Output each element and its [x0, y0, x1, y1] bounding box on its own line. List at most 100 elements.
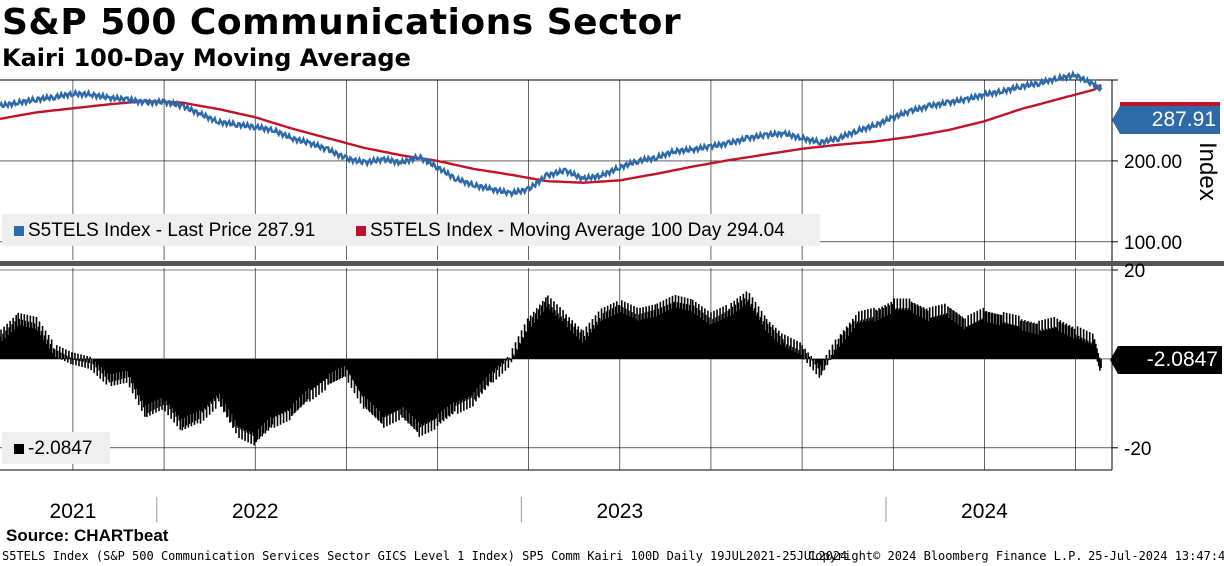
- kairi-bar: [316, 358, 318, 386]
- kairi-bar: [170, 358, 172, 419]
- kairi-bar: [1083, 339, 1086, 359]
- kairi-bar: [939, 315, 941, 359]
- kairi-bar: [210, 358, 213, 404]
- kairi-bar: [489, 358, 491, 382]
- kairi-bar: [397, 358, 399, 410]
- kairi-bar: [561, 321, 563, 359]
- kairi-bar: [946, 313, 948, 359]
- kairi-bar: [709, 324, 711, 359]
- kairi-bar: [816, 358, 819, 364]
- kairi-bar: [634, 313, 636, 359]
- kairi-bar: [33, 323, 36, 359]
- kairi-bar: [159, 358, 161, 407]
- kairi-bar: [919, 305, 922, 359]
- kairi-bar: [450, 358, 453, 414]
- top-y-tick-label: 100.00: [1124, 233, 1182, 254]
- kairi-bar: [395, 358, 397, 422]
- kairi-bar: [916, 304, 919, 359]
- kairi-bar: [229, 358, 231, 423]
- kairi-bar: [133, 358, 136, 390]
- kairi-bar: [825, 354, 828, 359]
- kairi-bar: [320, 358, 322, 384]
- kairi-bar: [1096, 348, 1098, 359]
- kairi-bar: [872, 316, 874, 359]
- kairi-bar: [703, 320, 705, 359]
- kairi-bar: [933, 316, 936, 359]
- kairi-bar: [129, 358, 132, 378]
- kairi-bar: [59, 352, 62, 359]
- kairi-bar: [43, 335, 46, 359]
- kairi-bar: [523, 324, 526, 359]
- kairi-bar: [392, 358, 394, 424]
- kairi-bar: [943, 313, 945, 359]
- kairi-bar: [152, 358, 154, 415]
- kairi-bar: [499, 358, 502, 367]
- kairi-bar: [56, 350, 59, 359]
- kairi-bar: [679, 302, 682, 359]
- kairi-bar: [789, 345, 791, 359]
- kairi-bar: [798, 349, 800, 359]
- kairi-bar: [117, 358, 120, 380]
- kairi-bar: [719, 307, 721, 359]
- kairi-bar: [127, 358, 130, 378]
- kairi-bar: [589, 328, 592, 359]
- kairi-bar: [408, 358, 410, 414]
- kairi-bar: [779, 336, 781, 359]
- kairi-bar: [223, 358, 225, 413]
- kairi-bar: [76, 358, 78, 361]
- kairi-bar: [428, 358, 431, 423]
- kairi-bar: [72, 358, 74, 365]
- kairi-bar: [398, 358, 400, 421]
- kairi-bar: [1056, 318, 1059, 359]
- kairi-bar: [411, 358, 413, 416]
- kairi-bar: [742, 293, 745, 359]
- kairi-bar: [944, 303, 946, 359]
- kairi-bar: [867, 309, 869, 359]
- kairi-bar: [1017, 326, 1019, 359]
- kairi-bar: [247, 358, 249, 443]
- kairi-bar: [94, 358, 96, 362]
- kairi-bar: [690, 311, 693, 359]
- kairi-bar: [577, 326, 580, 359]
- kairi-bar: [649, 317, 651, 359]
- kairi-bar: [549, 309, 551, 359]
- kairi-bar: [57, 358, 60, 359]
- kairi-bar: [616, 313, 619, 359]
- kairi-bar: [898, 308, 901, 359]
- kairi-bar: [755, 315, 758, 359]
- kairi-bar: [96, 358, 99, 376]
- kairi-bar: [809, 358, 812, 367]
- kairi-bar: [937, 315, 939, 359]
- kairi-bar: [193, 358, 196, 425]
- kairi-bar: [604, 318, 607, 359]
- footer-timestamp: 25-Jul-2024 13:47:42: [1088, 549, 1224, 563]
- kairi-bar: [496, 358, 499, 370]
- kairi-bar: [491, 358, 493, 372]
- kairi-bar: [673, 301, 676, 359]
- kairi-bar: [551, 307, 553, 359]
- top-y-tick-label: 200.00: [1124, 152, 1182, 173]
- kairi-bar: [497, 358, 500, 366]
- kairi-bar: [931, 306, 934, 359]
- kairi-bar: [8, 327, 10, 359]
- kairi-bar: [664, 311, 667, 359]
- kairi-bar: [630, 304, 632, 359]
- kairi-bar: [971, 323, 974, 359]
- kairi-bar: [64, 358, 66, 362]
- kairi-bar: [1020, 320, 1022, 359]
- kairi-bar: [399, 358, 401, 410]
- kairi-bar: [1, 340, 3, 359]
- kairi-bar: [1018, 315, 1020, 359]
- kairi-bar: [806, 358, 808, 364]
- kairi-bar: [817, 358, 820, 369]
- kairi-bar: [876, 310, 878, 359]
- kairi-bar: [465, 358, 467, 399]
- kairi-bar: [520, 330, 523, 359]
- kairi-bar: [479, 358, 481, 385]
- kairi-bar: [603, 307, 606, 359]
- kairi-bar: [244, 358, 246, 441]
- kairi-bar: [756, 312, 759, 359]
- kairi-bar: [1070, 327, 1073, 359]
- kairi-bar: [492, 358, 495, 383]
- kairi-bar: [261, 358, 264, 437]
